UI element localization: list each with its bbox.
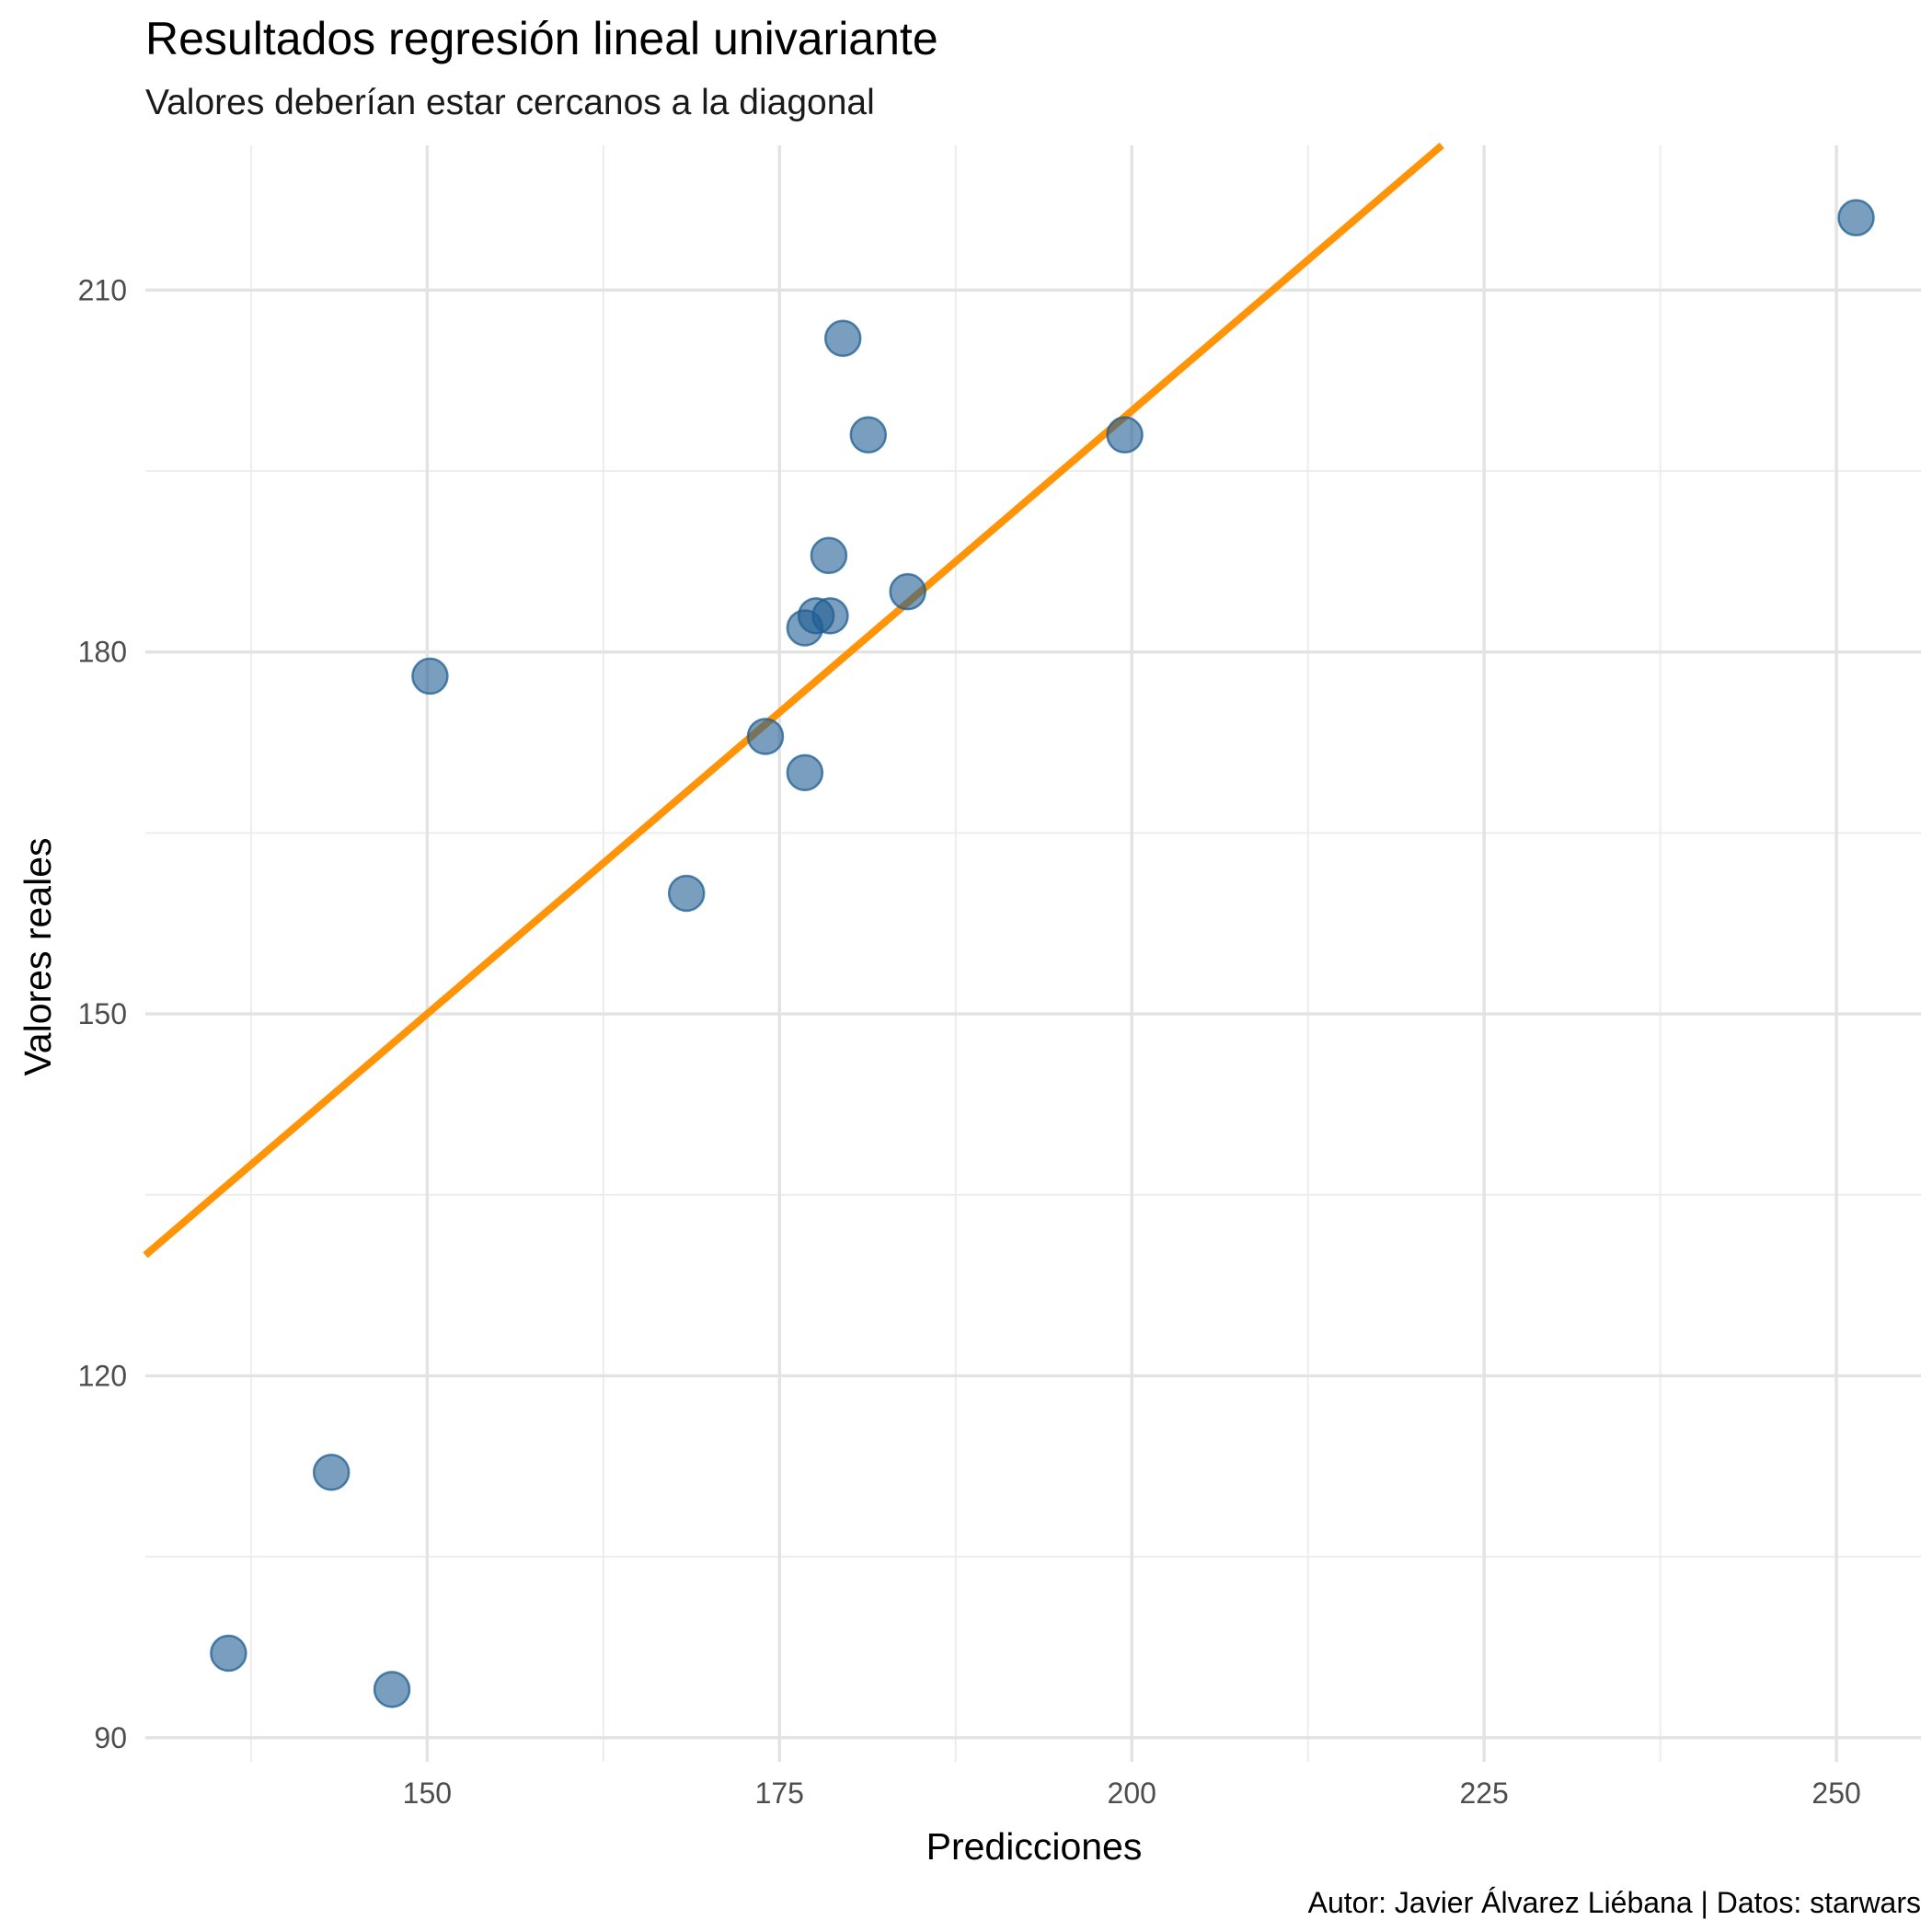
y-tick-label: 90 <box>94 1721 127 1754</box>
x-axis-ticks: 150 175 200 225 250 <box>403 1777 1861 1810</box>
identity-line <box>143 142 1444 1259</box>
x-axis-title: Predicciones <box>926 1825 1143 1868</box>
data-point <box>810 536 848 575</box>
y-axis-title: Valores reales <box>17 837 59 1075</box>
data-point <box>786 609 824 647</box>
data-point <box>823 319 862 358</box>
y-tick-label: 120 <box>78 1359 127 1392</box>
chart-title: Resultados regresión lineal univariante <box>145 13 938 64</box>
chart-subtitle: Valores deberían estar cercanos a la dia… <box>145 83 875 122</box>
data-point <box>1106 416 1144 454</box>
data-point <box>746 718 785 755</box>
y-tick-label: 150 <box>78 997 127 1030</box>
data-point <box>889 572 926 611</box>
chart-caption: Autor: Javier Álvarez Liébana | Datos: s… <box>1308 1886 1921 1919</box>
y-axis-ticks: 90 120 150 180 210 <box>78 273 127 1754</box>
data-point <box>849 416 888 454</box>
data-point <box>411 657 449 696</box>
identity-line-group <box>143 142 1444 1259</box>
y-tick-label: 210 <box>78 273 127 306</box>
x-tick-label: 150 <box>403 1777 452 1810</box>
data-point <box>667 874 706 913</box>
data-point <box>312 1454 351 1491</box>
x-tick-label: 175 <box>755 1777 804 1810</box>
data-point <box>210 1634 247 1673</box>
y-tick-label: 180 <box>78 636 127 669</box>
x-tick-label: 225 <box>1459 1777 1508 1810</box>
data-points <box>210 199 1875 1708</box>
data-point <box>373 1671 411 1708</box>
data-point <box>1837 199 1875 236</box>
x-tick-label: 250 <box>1811 1777 1860 1810</box>
data-point <box>786 753 824 792</box>
x-tick-label: 200 <box>1108 1777 1156 1810</box>
grid <box>145 145 1921 1762</box>
